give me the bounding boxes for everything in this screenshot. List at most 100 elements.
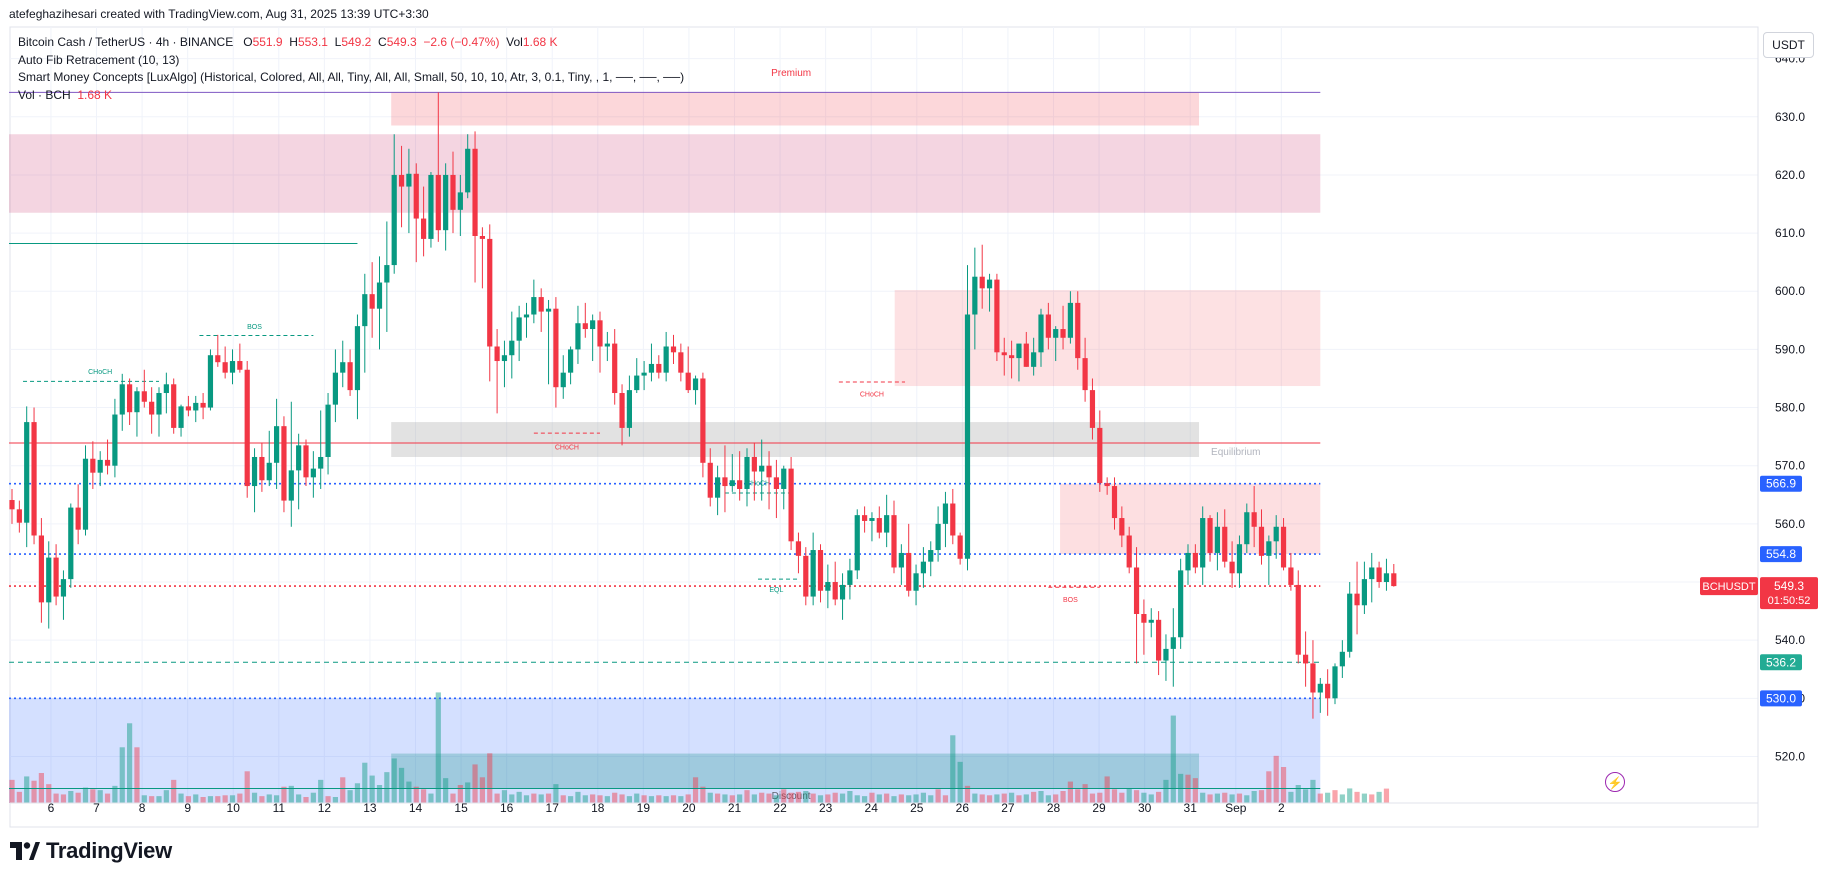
- volume-bar: [898, 794, 904, 803]
- candle-body: [369, 294, 375, 309]
- candle-body: [641, 372, 647, 376]
- volume-bar: [920, 792, 926, 803]
- candle-body: [281, 426, 287, 501]
- volume-bar: [1310, 779, 1316, 803]
- candle-body: [1148, 619, 1154, 623]
- volume-label: Vol: [506, 35, 523, 49]
- candle-body: [1310, 663, 1316, 693]
- symbol-title[interactable]: Bitcoin Cash / TetherUS · 4h · BINANCE: [18, 35, 234, 49]
- candle-body: [1082, 358, 1088, 391]
- candle-body: [391, 174, 397, 266]
- volume-bar: [215, 796, 221, 803]
- indicator-fib[interactable]: Auto Fib Retracement (10, 13): [18, 52, 180, 67]
- volume-bar: [1361, 793, 1367, 803]
- candle-body: [759, 465, 765, 472]
- candle-body: [1023, 343, 1029, 367]
- candle-body: [185, 406, 191, 411]
- volume-indicator-label: Vol · BCH: [18, 87, 71, 102]
- candle-body: [707, 462, 713, 498]
- candle-body: [1111, 486, 1118, 519]
- candle-body: [251, 456, 258, 487]
- volume-bar: [501, 790, 508, 803]
- candle-body: [1347, 593, 1353, 652]
- candle-body: [362, 294, 368, 327]
- volume-bar: [104, 793, 111, 803]
- candle-body: [215, 355, 221, 363]
- time-tick-label: 18: [591, 801, 605, 815]
- candle-body: [1361, 579, 1367, 606]
- volume-bar: [156, 796, 162, 803]
- candle-body: [149, 401, 155, 415]
- candle-body: [788, 468, 794, 542]
- candle-body: [112, 414, 118, 466]
- indicator-smc[interactable]: Smart Money Concepts [LuxAlgo] (Historic…: [18, 70, 685, 84]
- candle-body: [1192, 552, 1198, 568]
- candle-body: [979, 276, 985, 289]
- volume-bar: [193, 794, 199, 803]
- volume-bar: [1266, 771, 1272, 803]
- candle-body: [928, 550, 934, 562]
- price-tick-label: 540.0: [1775, 633, 1805, 647]
- indicator-volume[interactable]: Vol · BCH 1.68 K: [18, 87, 684, 105]
- volume-bar: [619, 794, 625, 803]
- lightning-icon[interactable]: ⚡: [1605, 772, 1625, 792]
- candle-body: [406, 173, 412, 187]
- candle-body: [288, 470, 294, 501]
- candle-body: [75, 507, 81, 530]
- candle-body: [1141, 614, 1147, 623]
- high-label: H: [289, 35, 298, 49]
- candle-body: [935, 523, 941, 551]
- volume-bar: [935, 789, 941, 803]
- candle-body: [854, 515, 860, 571]
- volume-bar: [964, 785, 971, 803]
- volume-bar: [1119, 792, 1125, 803]
- tradingview-brand[interactable]: TradingView: [10, 838, 172, 864]
- candle-body: [531, 297, 537, 315]
- volume-bar: [1104, 776, 1110, 803]
- time-tick-label: 31: [1184, 801, 1198, 815]
- time-axis[interactable]: 6 7 8 9 10 11 12 13 14 15 16 17 18 19 20 21 22 23 24 25 26 27…: [48, 801, 1285, 815]
- volume-bar: [1038, 791, 1044, 803]
- currency-button[interactable]: USDT: [1763, 32, 1814, 58]
- volume-bar: [795, 791, 802, 803]
- candle-body: [648, 363, 655, 373]
- volume-bar: [457, 785, 463, 803]
- candle-body: [237, 361, 243, 370]
- volume-bar: [362, 762, 368, 803]
- volume-bar: [545, 793, 552, 803]
- volume-bars: [9, 692, 1390, 803]
- volume-bar: [1089, 793, 1096, 803]
- volume-bar: [1288, 791, 1294, 803]
- volume-bar: [450, 793, 456, 803]
- time-tick-label: 7: [93, 801, 100, 815]
- volume-bar: [1280, 767, 1287, 803]
- volume-bar: [1383, 788, 1390, 803]
- volume-bar: [854, 795, 860, 803]
- time-tick-label: 27: [1001, 801, 1015, 815]
- volume-bar: [509, 794, 515, 803]
- volume-bar: [259, 796, 265, 803]
- volume-bar: [928, 795, 934, 803]
- chart-grid: [10, 27, 1758, 803]
- volume-bar: [1016, 795, 1022, 803]
- candle-body: [568, 349, 574, 373]
- created-by-line: atefeghazihesari created with TradingVie…: [9, 7, 429, 21]
- volume-bar: [369, 775, 375, 803]
- candle-body: [1119, 518, 1125, 536]
- candle-body: [16, 509, 22, 523]
- candle-body: [862, 515, 868, 521]
- volume-bar: [421, 789, 427, 803]
- price-badge-label: 530.0: [1766, 691, 1796, 705]
- volume-bar: [692, 777, 699, 803]
- volume-bar: [1258, 790, 1265, 803]
- candle-body: [663, 346, 669, 373]
- volume-bar: [1236, 793, 1243, 803]
- volume-bar: [560, 795, 566, 803]
- candle-body: [795, 541, 802, 556]
- volume-bar: [678, 796, 684, 803]
- candle-body: [479, 236, 485, 239]
- candle-body: [340, 362, 346, 373]
- volume-bar: [839, 793, 846, 803]
- volume-bar: [163, 790, 169, 803]
